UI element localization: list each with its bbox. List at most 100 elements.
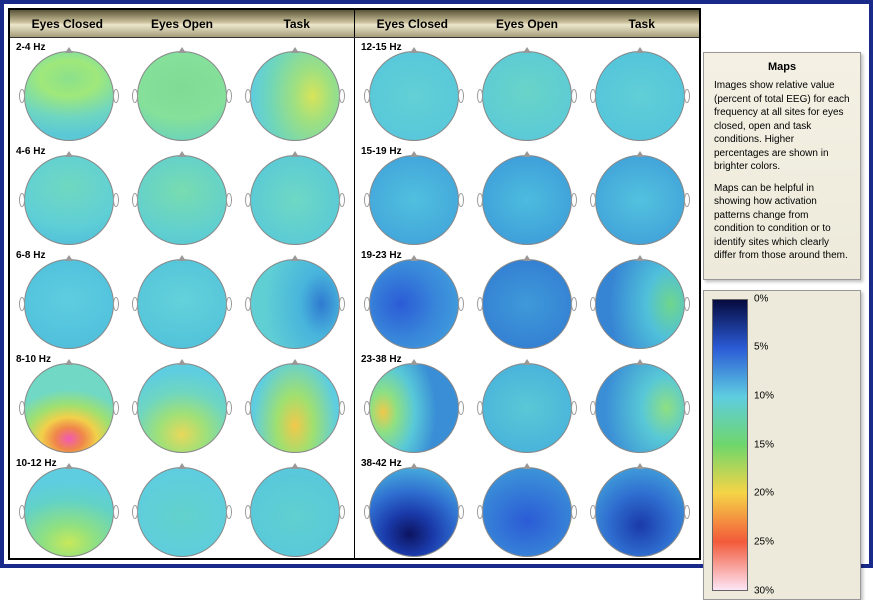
topographic-head-map bbox=[482, 467, 572, 557]
topographic-head-map bbox=[369, 259, 459, 349]
ear-icon bbox=[113, 193, 119, 207]
topographic-head-map bbox=[250, 259, 340, 349]
ear-icon bbox=[364, 297, 370, 311]
ear-icon bbox=[477, 505, 483, 519]
frequency-label: 38-42 Hz bbox=[361, 458, 402, 469]
topographic-head-map bbox=[24, 259, 114, 349]
column-header-bar: Eyes Closed Eyes Open Task Eyes Closed E… bbox=[10, 10, 699, 38]
frequency-row: 10-12 Hz bbox=[10, 454, 354, 558]
frequency-label: 10-12 Hz bbox=[16, 458, 57, 469]
ear-icon bbox=[590, 193, 596, 207]
frequency-row: 8-10 Hz bbox=[10, 350, 354, 454]
ear-icon bbox=[113, 401, 119, 415]
header-left: Eyes Closed Eyes Open Task bbox=[10, 10, 355, 37]
head-row bbox=[357, 352, 697, 454]
legend-tick-label: 5% bbox=[754, 341, 768, 352]
ear-icon bbox=[113, 505, 119, 519]
ear-icon bbox=[245, 297, 251, 311]
frequency-row: 38-42 Hz bbox=[355, 454, 699, 558]
ear-icon bbox=[245, 505, 251, 519]
topographic-head-map bbox=[595, 363, 685, 453]
ear-icon bbox=[339, 297, 345, 311]
ear-icon bbox=[113, 89, 119, 103]
app-frame: Eyes Closed Eyes Open Task Eyes Closed E… bbox=[0, 0, 873, 568]
frequency-label: 12-15 Hz bbox=[361, 42, 402, 53]
ear-icon bbox=[458, 297, 464, 311]
ear-icon bbox=[339, 193, 345, 207]
frequency-label: 23-38 Hz bbox=[361, 354, 402, 365]
ear-icon bbox=[132, 297, 138, 311]
ear-icon bbox=[477, 193, 483, 207]
frequency-label: 2-4 Hz bbox=[16, 42, 45, 53]
topographic-head-map bbox=[24, 467, 114, 557]
topographic-head-map bbox=[595, 155, 685, 245]
col-header: Task bbox=[239, 10, 354, 37]
ear-icon bbox=[684, 505, 690, 519]
col-header: Eyes Closed bbox=[10, 10, 125, 37]
topographic-head-map bbox=[250, 467, 340, 557]
ear-icon bbox=[364, 401, 370, 415]
ear-icon bbox=[571, 297, 577, 311]
head-row bbox=[12, 40, 352, 142]
frequency-row: 23-38 Hz bbox=[355, 350, 699, 454]
ear-icon bbox=[590, 89, 596, 103]
ear-icon bbox=[19, 401, 25, 415]
info-paragraph: Images show relative value (percent of t… bbox=[714, 79, 850, 174]
topographic-head-map bbox=[250, 51, 340, 141]
ear-icon bbox=[132, 401, 138, 415]
legend-tick-label: 30% bbox=[754, 585, 774, 596]
maps-panel: Eyes Closed Eyes Open Task Eyes Closed E… bbox=[8, 8, 701, 560]
ear-icon bbox=[226, 297, 232, 311]
topographic-head-map bbox=[137, 467, 227, 557]
info-title: Maps bbox=[714, 61, 850, 73]
topographic-head-map bbox=[250, 363, 340, 453]
ear-icon bbox=[245, 193, 251, 207]
ear-icon bbox=[458, 401, 464, 415]
head-row bbox=[357, 144, 697, 246]
ear-icon bbox=[339, 401, 345, 415]
topographic-head-map bbox=[482, 363, 572, 453]
topographic-head-map bbox=[369, 155, 459, 245]
ear-icon bbox=[590, 297, 596, 311]
ear-icon bbox=[477, 89, 483, 103]
topographic-head-map bbox=[137, 51, 227, 141]
topographic-head-map bbox=[595, 467, 685, 557]
topographic-head-map bbox=[482, 259, 572, 349]
topographic-head-map bbox=[369, 51, 459, 141]
ear-icon bbox=[684, 89, 690, 103]
color-legend: 0%5%10%15%20%25%30% bbox=[703, 290, 861, 600]
grid-column-right: 12-15 Hz15-19 Hz19-23 Hz23-38 Hz38-42 Hz bbox=[355, 38, 699, 558]
frequency-row: 12-15 Hz bbox=[355, 38, 699, 142]
ear-icon bbox=[571, 401, 577, 415]
topographic-head-map bbox=[137, 259, 227, 349]
legend-tick-label: 20% bbox=[754, 487, 774, 498]
frequency-row: 2-4 Hz bbox=[10, 38, 354, 142]
head-row bbox=[357, 40, 697, 142]
topographic-head-map bbox=[482, 155, 572, 245]
head-row bbox=[12, 456, 352, 558]
ear-icon bbox=[458, 89, 464, 103]
ear-icon bbox=[684, 193, 690, 207]
ear-icon bbox=[245, 89, 251, 103]
col-header: Eyes Closed bbox=[355, 10, 470, 37]
ear-icon bbox=[19, 89, 25, 103]
ear-icon bbox=[245, 401, 251, 415]
frequency-label: 8-10 Hz bbox=[16, 354, 51, 365]
frequency-label: 6-8 Hz bbox=[16, 250, 45, 261]
ear-icon bbox=[19, 193, 25, 207]
topographic-head-map bbox=[24, 155, 114, 245]
ear-icon bbox=[339, 505, 345, 519]
col-header: Eyes Open bbox=[470, 10, 585, 37]
ear-icon bbox=[571, 505, 577, 519]
topographic-head-map bbox=[137, 363, 227, 453]
legend-tick-label: 0% bbox=[754, 293, 768, 304]
ear-icon bbox=[477, 297, 483, 311]
head-row bbox=[12, 248, 352, 350]
ear-icon bbox=[132, 505, 138, 519]
head-row bbox=[12, 144, 352, 246]
ear-icon bbox=[571, 193, 577, 207]
ear-icon bbox=[339, 89, 345, 103]
frequency-label: 15-19 Hz bbox=[361, 146, 402, 157]
legend-ticks: 0%5%10%15%20%25%30% bbox=[754, 299, 852, 591]
col-header: Eyes Open bbox=[125, 10, 240, 37]
